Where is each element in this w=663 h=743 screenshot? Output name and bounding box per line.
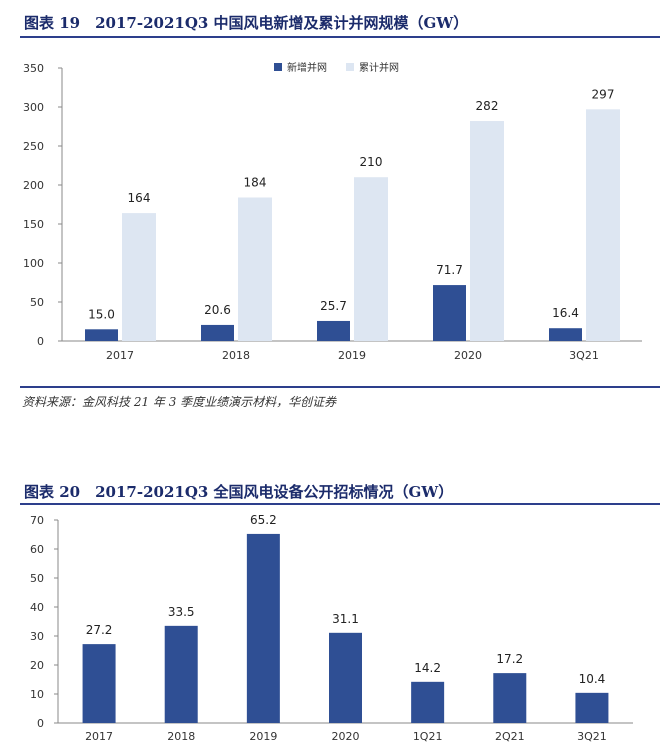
x-tick-label: 1Q21 xyxy=(413,730,443,743)
chart-2: 0 10 20 30 40 50 60 70 27.2 2017 33.5 2018 65.2 2019 3… xyxy=(30,513,633,743)
figure-1-title: 图表 19 2017-2021Q3 中国风电新增及累计并网规模（GW） xyxy=(24,14,469,32)
data-label-tender-volume: 27.2 xyxy=(86,623,113,637)
x-tick-label: 2019 xyxy=(338,349,366,362)
data-label-new-grid: 15.0 xyxy=(88,307,115,321)
bar-tender-volume xyxy=(411,681,445,723)
x-tick-label: 2020 xyxy=(332,730,360,743)
y-tick-label: 0 xyxy=(37,717,44,730)
x-tick-label: 3Q21 xyxy=(569,349,599,362)
data-label-tender-volume: 17.2 xyxy=(496,652,523,666)
legend-label-cumulative-grid: 累计并网 xyxy=(359,61,399,74)
y-tick-label: 300 xyxy=(23,101,44,114)
y-tick-label: 30 xyxy=(30,630,44,643)
bar-cumulative-grid xyxy=(470,121,504,341)
y-tick-label: 40 xyxy=(30,601,44,614)
bar-tender-volume xyxy=(164,625,198,723)
y-tick-label: 60 xyxy=(30,543,44,556)
x-tick-label: 3Q21 xyxy=(577,730,607,743)
y-tick-label: 70 xyxy=(30,514,44,527)
bar-tender-volume xyxy=(329,632,362,723)
data-label-cumulative-grid: 282 xyxy=(476,99,499,113)
bar-tender-volume xyxy=(493,673,527,723)
bar-new-grid xyxy=(317,320,350,341)
bar-new-grid xyxy=(85,329,118,341)
x-tick-label: 2017 xyxy=(85,730,113,743)
bar-new-grid xyxy=(549,328,582,341)
x-tick-label: 2020 xyxy=(454,349,482,362)
y-tick-label: 200 xyxy=(23,179,44,192)
y-tick-label: 10 xyxy=(30,688,44,701)
y-tick-label: 20 xyxy=(30,659,44,672)
data-label-new-grid: 20.6 xyxy=(204,303,231,317)
x-tick-label: 2019 xyxy=(249,730,277,743)
bar-new-grid xyxy=(201,324,234,341)
data-label-cumulative-grid: 184 xyxy=(244,175,267,189)
bar-tender-volume xyxy=(246,533,280,723)
data-label-tender-volume: 14.2 xyxy=(414,661,441,675)
data-label-cumulative-grid: 164 xyxy=(128,191,151,205)
chart-1: 0 50 100 150 200 250 300 350 15.0 164 2017 20.6 184 2… xyxy=(23,61,642,362)
figure-1-title-rule xyxy=(20,36,660,38)
data-label-tender-volume: 10.4 xyxy=(579,672,606,686)
x-tick-label: 2018 xyxy=(222,349,250,362)
bar-new-grid xyxy=(433,285,466,341)
source-note: 资料来源：金风科技 21 年 3 季度业绩演示材料，华创证券 xyxy=(22,395,337,409)
y-tick-label: 350 xyxy=(23,62,44,75)
source-rule xyxy=(20,386,660,388)
y-tick-label: 0 xyxy=(37,335,44,348)
bar-cumulative-grid xyxy=(586,109,620,341)
data-label-tender-volume: 31.1 xyxy=(332,612,359,626)
data-label-tender-volume: 65.2 xyxy=(250,513,277,527)
y-tick-label: 100 xyxy=(23,257,44,270)
y-tick-label: 50 xyxy=(30,572,44,585)
data-label-new-grid: 71.7 xyxy=(436,263,463,277)
x-tick-label: 2Q21 xyxy=(495,730,525,743)
y-tick-label: 250 xyxy=(23,140,44,153)
x-tick-label: 2018 xyxy=(167,730,195,743)
bar-cumulative-grid xyxy=(122,213,156,341)
bar-cumulative-grid xyxy=(238,197,272,341)
bar-tender-volume xyxy=(82,644,116,723)
legend-swatch-new-grid xyxy=(274,63,282,71)
bar-tender-volume xyxy=(575,692,609,723)
figure-2-title: 图表 20 2017-2021Q3 全国风电设备公开招标情况（GW） xyxy=(24,483,454,501)
data-label-tender-volume: 33.5 xyxy=(168,605,195,619)
data-label-cumulative-grid: 297 xyxy=(592,87,615,101)
y-tick-label: 50 xyxy=(30,296,44,309)
legend-swatch-cumulative-grid xyxy=(346,63,354,71)
data-label-cumulative-grid: 210 xyxy=(360,155,383,169)
figure-2-title-rule xyxy=(20,503,660,505)
y-tick-label: 150 xyxy=(23,218,44,231)
data-label-new-grid: 25.7 xyxy=(320,299,347,313)
bar-cumulative-grid xyxy=(354,177,388,341)
x-tick-label: 2017 xyxy=(106,349,134,362)
legend-label-new-grid: 新增并网 xyxy=(287,61,327,74)
data-label-new-grid: 16.4 xyxy=(552,306,579,320)
